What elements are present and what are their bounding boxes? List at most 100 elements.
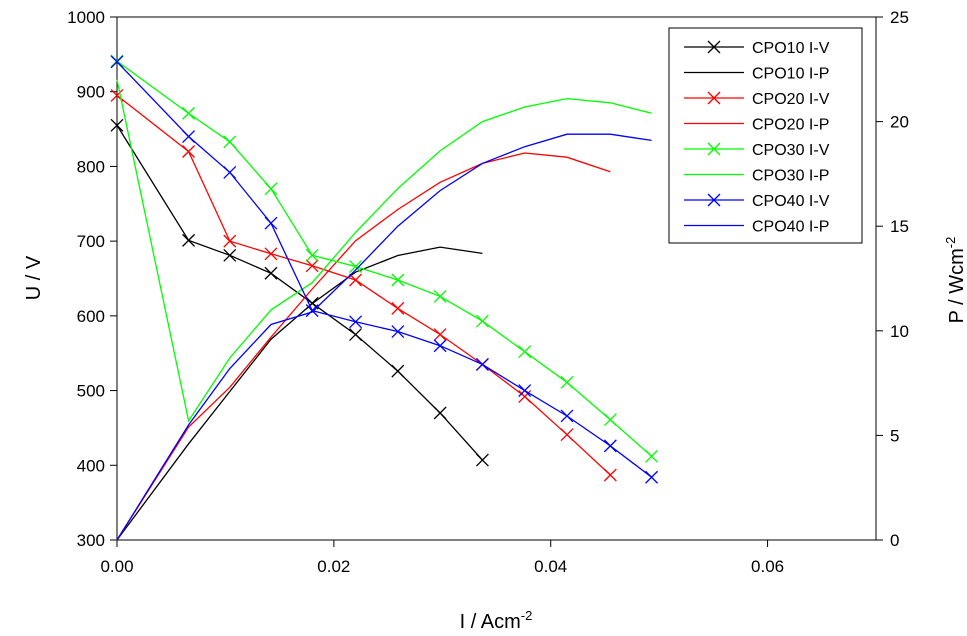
- series-line: [116, 60, 653, 457]
- legend-item: CPO20 I-V: [684, 91, 830, 108]
- data-point: [645, 470, 659, 484]
- legend-item: CPO30 I-V: [684, 142, 830, 159]
- y-left-tick-label: 800: [77, 157, 105, 176]
- y-right-tick-label: 10: [890, 322, 909, 341]
- data-point: [349, 315, 363, 329]
- data-point: [223, 248, 237, 262]
- data-point: [305, 259, 319, 273]
- data-point: [264, 247, 278, 261]
- series-cpo40-i-p: [116, 133, 652, 541]
- legend-label: CPO20 I-V: [752, 91, 830, 108]
- legend-label: CPO40 I-V: [752, 193, 830, 210]
- series-line: [116, 94, 611, 476]
- x-axis-title: I / Acm-2: [460, 608, 533, 633]
- data-point: [264, 216, 278, 230]
- data-point: [110, 118, 124, 132]
- y-left-tick-label: 700: [77, 232, 105, 251]
- series-cpo30-i-v: [110, 54, 659, 463]
- series-cpo10-i-p: [116, 246, 483, 541]
- data-point: [305, 248, 319, 262]
- y-right-tick-label: 0: [890, 531, 899, 550]
- data-point: [182, 106, 196, 120]
- data-point: [264, 266, 278, 280]
- legend: CPO10 I-V CPO10 I-P CPO20 I-V CPO20 I-P CPO3…: [668, 27, 863, 244]
- x-axis: 0.00 0.02 0.04 0.06: [100, 540, 784, 576]
- series-cpo20-i-v: [110, 88, 617, 482]
- legend-item: CPO40 I-V: [684, 193, 830, 210]
- y-right-tick-label: 25: [890, 8, 909, 27]
- x-tick-label: 0.04: [534, 557, 567, 576]
- data-point: [391, 273, 405, 287]
- legend-marker: [707, 91, 721, 105]
- y-left-tick-label: 500: [77, 382, 105, 401]
- series-line: [116, 152, 611, 541]
- y-right-tick-label: 5: [890, 426, 899, 445]
- x-tick-label: 0.02: [317, 557, 350, 576]
- y-axis-left-title: U / V: [23, 255, 45, 300]
- data-point: [349, 328, 363, 341]
- data-point: [645, 449, 659, 463]
- data-point: [560, 375, 574, 389]
- y-axis-left: 300 400 500 600 700 800 900 1000: [67, 8, 117, 550]
- data-point: [433, 289, 447, 303]
- legend-item: CPO10 I-P: [684, 66, 829, 83]
- legend-item: CPO30 I-P: [684, 168, 829, 185]
- y-right-tick-label: 20: [890, 113, 909, 132]
- series-cpo20-i-p: [116, 152, 611, 541]
- data-point: [603, 439, 617, 453]
- data-point: [223, 135, 237, 149]
- data-point: [182, 145, 196, 158]
- data-point: [391, 364, 405, 378]
- legend-item: CPO20 I-P: [684, 117, 829, 134]
- data-point: [518, 384, 532, 398]
- data-point: [518, 345, 532, 359]
- data-point: [518, 390, 532, 404]
- y-left-tick-label: 600: [77, 307, 105, 326]
- data-point: [433, 328, 447, 341]
- legend-label: CPO10 I-V: [752, 40, 830, 57]
- series-cpo30-i-p: [116, 79, 652, 423]
- data-point: [475, 357, 489, 371]
- data-point: [475, 314, 489, 328]
- y-axis-right-title: P / Wcm-2: [943, 237, 967, 324]
- legend-label: CPO10 I-P: [752, 66, 829, 83]
- legend-marker: [707, 40, 721, 54]
- y-left-tick-label: 400: [77, 456, 105, 475]
- y-left-tick-label: 300: [77, 531, 105, 550]
- series-layer: [110, 54, 659, 541]
- y-right-tick-label: 15: [890, 217, 909, 236]
- legend-item: CPO10 I-V: [684, 40, 830, 57]
- x-tick-label: 0.06: [751, 557, 784, 576]
- legend-label: CPO40 I-P: [752, 219, 829, 236]
- data-point: [305, 304, 319, 318]
- data-point: [603, 468, 617, 482]
- data-point: [182, 130, 196, 144]
- legend-label: CPO20 I-P: [752, 117, 829, 134]
- data-point: [223, 234, 237, 248]
- legend-marker: [707, 193, 721, 207]
- data-point: [433, 406, 447, 420]
- series-cpo40-i-v: [110, 55, 659, 484]
- x-tick-label: 0.00: [100, 557, 133, 576]
- plot-area-frame: [116, 16, 877, 541]
- data-point: [264, 182, 278, 196]
- data-point: [391, 325, 405, 339]
- y-left-tick-label: 900: [77, 83, 105, 102]
- legend-marker: [707, 142, 721, 156]
- data-point: [560, 428, 574, 442]
- data-point: [182, 233, 196, 247]
- legend-label: CPO30 I-V: [752, 142, 830, 159]
- data-point: [475, 453, 489, 467]
- y-left-tick-label: 1000: [67, 8, 105, 27]
- data-point: [433, 339, 447, 353]
- data-point: [110, 55, 124, 69]
- series-line: [116, 61, 652, 478]
- legend-label: CPO30 I-P: [752, 168, 829, 185]
- series-line: [116, 133, 652, 541]
- data-point: [223, 165, 237, 179]
- legend-item: CPO40 I-P: [684, 219, 829, 236]
- legend-box: [668, 27, 863, 244]
- y-axis-right: 0 5 10 15 20 25: [876, 8, 909, 550]
- data-point: [349, 260, 363, 274]
